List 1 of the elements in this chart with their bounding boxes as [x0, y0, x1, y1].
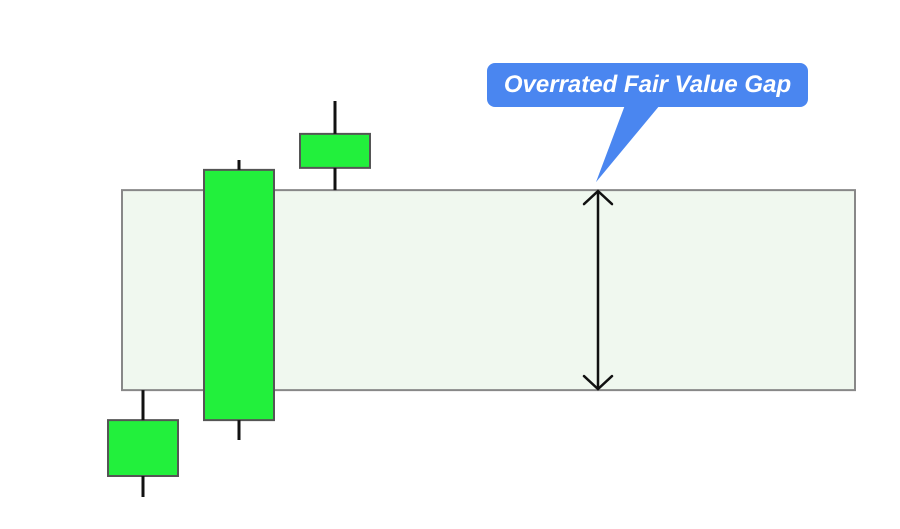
- text: Overrated Fair Value Gap: [487, 63, 808, 107]
